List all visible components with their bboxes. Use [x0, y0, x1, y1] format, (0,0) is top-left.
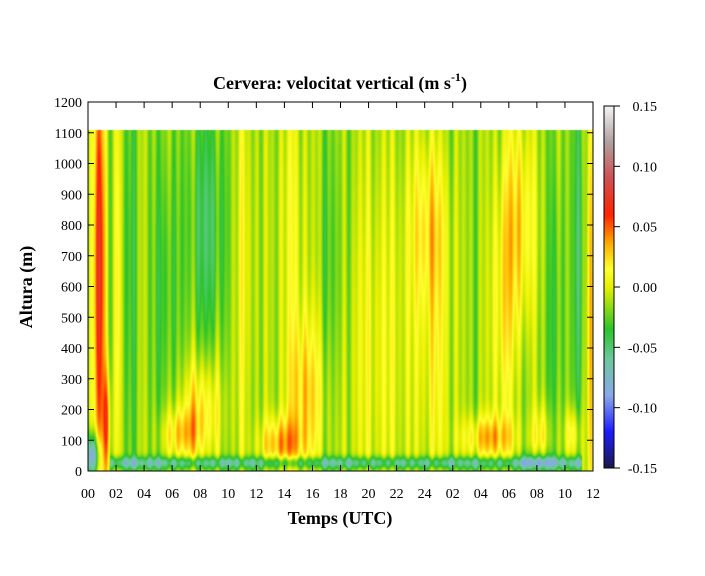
x-tick-label: 20 [362, 487, 376, 502]
x-tick-label: 00 [81, 487, 95, 502]
x-tick-label: 08 [530, 487, 544, 502]
x-tick-label: 10 [558, 487, 572, 502]
x-tick-label: 14 [277, 487, 291, 502]
y-tick-label: 200 [61, 404, 82, 419]
y-tick-label: 400 [61, 342, 82, 357]
y-tick-label: 1000 [54, 158, 82, 173]
x-axis-label: Temps (UTC) [288, 508, 393, 529]
chart-title-superscript: -1 [451, 70, 461, 84]
x-tick-label: 08 [193, 487, 207, 502]
y-axis: 0 100 200 300 400 500 600 700 800 900 1000 1100 1200 [54, 96, 593, 480]
x-tick-label: 04 [474, 487, 488, 502]
y-tick-label: 700 [61, 250, 82, 265]
colorbar-tick-label: 0.15 [633, 100, 658, 115]
y-tick-label: 300 [61, 373, 82, 388]
x-tick-label: 02 [446, 487, 460, 502]
y-tick-label: 100 [61, 434, 82, 449]
x-tick-label: 24 [418, 487, 432, 502]
y-tick-label: 1200 [54, 96, 82, 111]
x-tick-label: 16 [305, 487, 319, 502]
x-tick-label: 12 [249, 487, 263, 502]
x-tick-label: 06 [165, 487, 179, 502]
x-tick-label: 04 [137, 487, 151, 502]
y-axis-label: Altura (m) [16, 246, 37, 328]
x-tick-label: 02 [109, 487, 123, 502]
y-tick-label: 600 [61, 281, 82, 296]
colorbar-ticks: 0.15 0.10 0.05 0.00 -0.05 -0.10 -0.15 [614, 100, 657, 477]
y-tick-label: 0 [75, 465, 82, 480]
x-tick-label: 12 [586, 487, 600, 502]
x-tick-label: 10 [221, 487, 235, 502]
heatmap-image [88, 102, 593, 471]
colorbar-tick-label: 0.05 [633, 221, 658, 236]
x-tick-label: 18 [334, 487, 348, 502]
y-tick-label: 900 [61, 188, 82, 203]
chart-title-close: ) [461, 73, 467, 94]
x-tick-label: 22 [390, 487, 404, 502]
chart-title-main: Cervera: velocitat vertical (m s [213, 73, 451, 94]
colorbar-tick-label: -0.10 [628, 402, 657, 417]
y-tick-label: 1100 [55, 127, 82, 142]
y-tick-label: 800 [61, 219, 82, 234]
chart-title: Cervera: velocitat vertical (m s-1) [213, 70, 467, 94]
x-axis: 00 02 04 06 08 10 12 14 16 18 20 22 24 02 04 06 08 10 12 [81, 102, 600, 502]
colorbar-tick-label: 0.10 [633, 160, 658, 175]
colorbar [603, 105, 615, 469]
colorbar-tick-label: 0.00 [633, 281, 658, 296]
colorbar-tick-label: -0.15 [628, 462, 657, 477]
y-tick-label: 500 [61, 311, 82, 326]
colorbar-tick-label: -0.05 [628, 341, 657, 356]
x-tick-label: 06 [502, 487, 516, 502]
